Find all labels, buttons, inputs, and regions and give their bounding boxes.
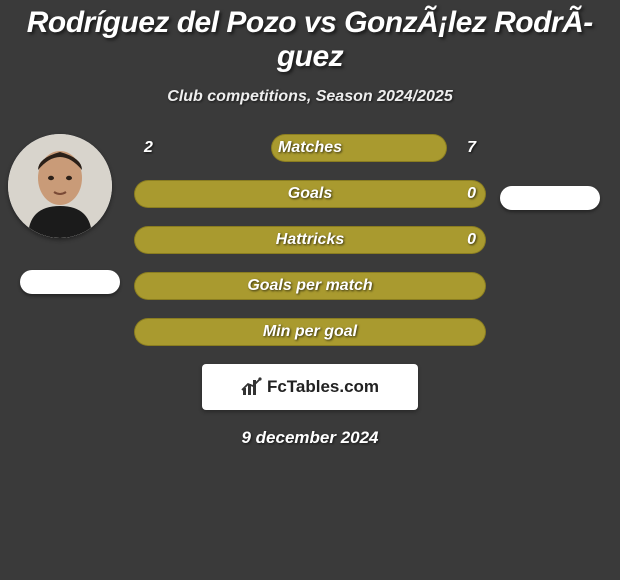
chart-icon	[241, 377, 263, 397]
stat-row: Goals per match	[134, 272, 486, 300]
bar-left	[134, 180, 310, 208]
bar-fill-left	[134, 180, 310, 208]
bar-value-right: 0	[467, 185, 476, 203]
bar-value-right: 7	[467, 139, 476, 157]
stat-row: 0 Hattricks	[134, 226, 486, 254]
bar-label: Min per goal	[263, 323, 357, 341]
player-photo-icon	[8, 134, 112, 238]
bar-value-left: 2	[144, 139, 153, 157]
flag-right	[500, 186, 600, 210]
flag-left	[20, 270, 120, 294]
bar-value-right: 0	[467, 231, 476, 249]
subtitle: Club competitions, Season 2024/2025	[0, 88, 620, 106]
date-text: 9 december 2024	[0, 428, 620, 448]
comparison-panel: 2 7 Matches 0 Goals 0 Hattricks Goals per match…	[0, 134, 620, 448]
bar-label: Goals	[288, 185, 332, 203]
bar-label: Matches	[278, 139, 342, 157]
bar-label: Hattricks	[276, 231, 344, 249]
stat-row: 0 Goals	[134, 180, 486, 208]
bar-fill-right	[310, 180, 486, 208]
avatar-left	[8, 134, 112, 238]
stat-row: Min per goal	[134, 318, 486, 346]
watermark: FcTables.com	[202, 364, 418, 410]
bar-right: 0	[310, 180, 486, 208]
bar-label: Goals per match	[247, 277, 372, 295]
stat-row: 2 7 Matches	[134, 134, 486, 162]
stats-bars: 2 7 Matches 0 Goals 0 Hattricks Goals per match…	[134, 134, 486, 346]
page-title: Rodríguez del Pozo vs GonzÃ¡lez RodrÃ­gu…	[0, 0, 620, 74]
watermark-text: FcTables.com	[267, 377, 379, 397]
